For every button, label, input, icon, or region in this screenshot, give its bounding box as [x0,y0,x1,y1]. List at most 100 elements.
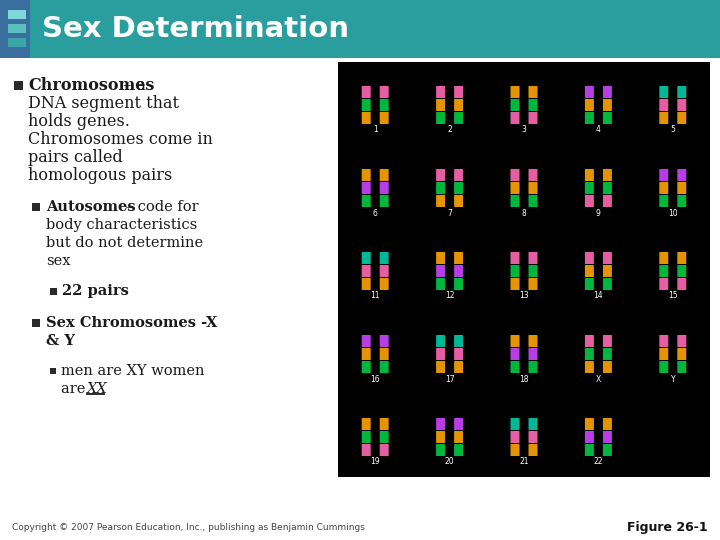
FancyBboxPatch shape [379,182,389,194]
FancyBboxPatch shape [585,278,594,290]
FancyBboxPatch shape [454,444,463,456]
FancyBboxPatch shape [361,182,371,194]
Bar [8,38,26,47]
FancyBboxPatch shape [454,182,463,194]
FancyBboxPatch shape [454,348,463,360]
FancyBboxPatch shape [454,169,463,181]
FancyBboxPatch shape [585,182,594,194]
FancyBboxPatch shape [436,418,445,430]
FancyBboxPatch shape [528,444,538,456]
FancyBboxPatch shape [436,444,445,456]
FancyBboxPatch shape [660,195,668,207]
Bar [50,287,57,294]
Bar [32,319,40,327]
Text: XX: XX [87,382,108,396]
Text: Sex Determination: Sex Determination [42,15,349,43]
FancyBboxPatch shape [528,348,538,360]
FancyBboxPatch shape [361,252,371,264]
FancyBboxPatch shape [379,348,389,360]
FancyBboxPatch shape [585,112,594,124]
FancyBboxPatch shape [585,418,594,430]
FancyBboxPatch shape [454,431,463,443]
FancyBboxPatch shape [603,278,612,290]
Bar [8,24,26,33]
FancyBboxPatch shape [379,86,389,98]
FancyBboxPatch shape [454,252,463,264]
FancyBboxPatch shape [436,182,445,194]
FancyBboxPatch shape [510,182,520,194]
FancyBboxPatch shape [436,112,445,124]
FancyBboxPatch shape [436,195,445,207]
Text: but do not determine: but do not determine [46,236,203,250]
Text: 22 pairs: 22 pairs [62,284,129,298]
FancyBboxPatch shape [510,265,520,277]
Bar [0,0,720,58]
FancyBboxPatch shape [603,195,612,207]
FancyBboxPatch shape [678,99,686,111]
FancyBboxPatch shape [528,252,538,264]
Text: pairs called: pairs called [28,148,122,165]
Text: 9: 9 [596,208,600,218]
FancyBboxPatch shape [361,265,371,277]
FancyBboxPatch shape [603,169,612,181]
Text: – code for: – code for [121,200,199,214]
FancyBboxPatch shape [678,278,686,290]
FancyBboxPatch shape [660,169,668,181]
Text: 10: 10 [668,208,678,218]
FancyBboxPatch shape [585,99,594,111]
Text: Copyright © 2007 Pearson Education, Inc., publishing as Benjamin Cummings: Copyright © 2007 Pearson Education, Inc.… [12,523,365,531]
FancyBboxPatch shape [585,335,594,347]
FancyBboxPatch shape [603,444,612,456]
FancyBboxPatch shape [528,418,538,430]
Text: 4: 4 [596,125,600,134]
FancyBboxPatch shape [528,195,538,207]
Text: sex: sex [46,254,71,268]
FancyBboxPatch shape [678,169,686,181]
Text: 7: 7 [447,208,452,218]
FancyBboxPatch shape [379,361,389,373]
FancyBboxPatch shape [603,112,612,124]
Text: Figure 26-1: Figure 26-1 [627,521,708,534]
FancyBboxPatch shape [510,252,520,264]
FancyBboxPatch shape [454,86,463,98]
FancyBboxPatch shape [454,278,463,290]
FancyBboxPatch shape [379,444,389,456]
FancyBboxPatch shape [528,431,538,443]
FancyBboxPatch shape [585,195,594,207]
FancyBboxPatch shape [379,431,389,443]
FancyBboxPatch shape [510,348,520,360]
Text: 21: 21 [519,457,528,467]
FancyBboxPatch shape [361,169,371,181]
Text: 11: 11 [371,292,380,300]
Text: 3: 3 [521,125,526,134]
FancyBboxPatch shape [510,361,520,373]
FancyBboxPatch shape [361,278,371,290]
FancyBboxPatch shape [678,335,686,347]
FancyBboxPatch shape [510,195,520,207]
FancyBboxPatch shape [603,99,612,111]
FancyBboxPatch shape [660,86,668,98]
FancyBboxPatch shape [361,99,371,111]
FancyBboxPatch shape [379,265,389,277]
Text: 15: 15 [668,292,678,300]
FancyBboxPatch shape [528,361,538,373]
FancyBboxPatch shape [454,112,463,124]
FancyBboxPatch shape [585,431,594,443]
Text: 16: 16 [370,375,380,383]
FancyBboxPatch shape [361,195,371,207]
FancyBboxPatch shape [454,361,463,373]
FancyBboxPatch shape [379,99,389,111]
FancyBboxPatch shape [528,86,538,98]
FancyBboxPatch shape [660,112,668,124]
FancyBboxPatch shape [603,265,612,277]
FancyBboxPatch shape [528,112,538,124]
FancyBboxPatch shape [585,348,594,360]
FancyBboxPatch shape [528,169,538,181]
FancyBboxPatch shape [510,86,520,98]
FancyBboxPatch shape [660,252,668,264]
FancyBboxPatch shape [585,444,594,456]
FancyBboxPatch shape [361,112,371,124]
FancyBboxPatch shape [436,265,445,277]
FancyBboxPatch shape [454,265,463,277]
Text: Sex Chromosomes -X: Sex Chromosomes -X [46,316,217,330]
